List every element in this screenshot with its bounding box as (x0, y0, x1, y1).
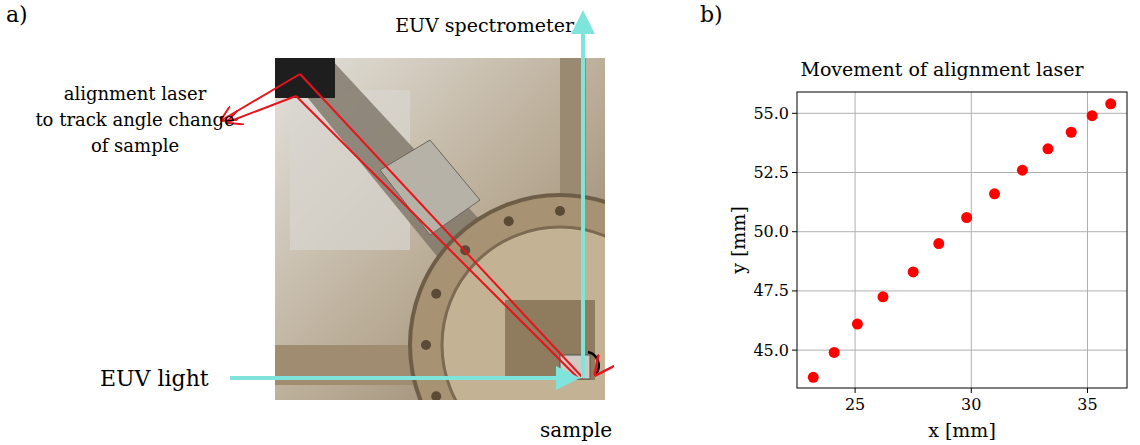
grid-line (797, 231, 1127, 232)
bolt (504, 216, 514, 226)
chart-title: Movement of alignment laser (800, 58, 1084, 80)
grid-line (797, 172, 1127, 173)
point (808, 372, 819, 383)
tick (792, 172, 797, 173)
tick-label: 35 (1077, 395, 1097, 414)
flange-small (380, 140, 480, 235)
point (852, 319, 863, 330)
point (989, 188, 1000, 199)
spectrometer-label: EUV spectrometer (395, 14, 575, 36)
y-axis-title: y [mm] (727, 206, 749, 275)
point (1066, 127, 1077, 138)
tick-label: 52.5 (753, 163, 789, 182)
tick-label: 45.0 (753, 341, 789, 360)
figure: a) EUV spectrometer alignment laser to trac… (0, 0, 1140, 445)
plot-frame (797, 92, 1127, 388)
bolt (431, 289, 441, 299)
point (1087, 110, 1098, 121)
tick (792, 290, 797, 291)
tick-label: 50.0 (753, 222, 789, 241)
laser-beam (296, 96, 578, 378)
bolt (555, 206, 565, 216)
panel-label: a) (6, 2, 28, 27)
laser-arrow (228, 96, 296, 122)
plot-area (797, 92, 1127, 388)
rotation-arrow (588, 352, 599, 374)
laser-beam (300, 74, 583, 378)
photo (275, 58, 605, 400)
bolt (431, 391, 441, 400)
laser-label: of sample (91, 135, 179, 156)
point (829, 347, 840, 358)
tick-label: 47.5 (753, 281, 789, 300)
panel-label: b) (700, 2, 723, 27)
point (1017, 165, 1028, 176)
euv-beam-out (581, 14, 585, 378)
point (961, 212, 972, 223)
sample-label: sample (540, 418, 612, 442)
euv-beam-in (230, 376, 576, 380)
point (908, 266, 919, 277)
tick (792, 231, 797, 232)
grid-line (797, 290, 1127, 291)
grid-line (971, 92, 972, 388)
tick (1087, 388, 1088, 393)
tick (792, 113, 797, 114)
grid-line (1087, 92, 1088, 388)
grid-line (797, 113, 1127, 114)
point (933, 238, 944, 249)
bolt (421, 340, 431, 350)
point (877, 291, 888, 302)
grid-line (855, 92, 856, 388)
laser-label: to track angle change (35, 109, 234, 130)
tick (792, 350, 797, 351)
point (1042, 143, 1053, 154)
light-label: EUV light (100, 366, 209, 391)
laser-label: alignment laser (64, 83, 207, 104)
x-axis-title: x [mm] (928, 419, 996, 441)
grid-line (797, 350, 1127, 351)
tick-label: 25 (845, 395, 865, 414)
tick (971, 388, 972, 393)
points (808, 98, 1116, 383)
point (1105, 98, 1116, 109)
tick-label: 55.0 (753, 104, 789, 123)
tick (855, 388, 856, 393)
tick-label: 30 (961, 395, 981, 414)
